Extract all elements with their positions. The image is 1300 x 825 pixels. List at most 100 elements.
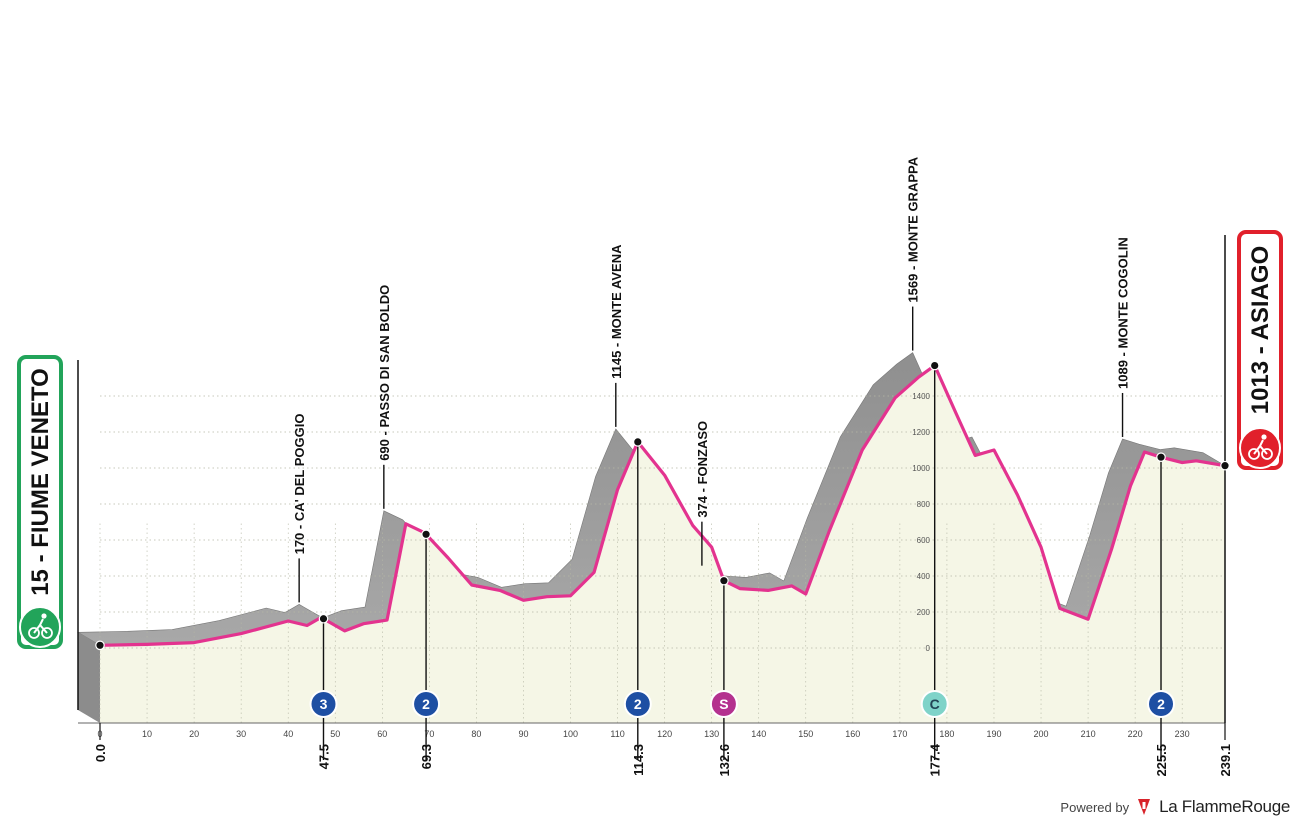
wheel	[1248, 448, 1260, 460]
km-marker-labels: 0.0 47.5 69.3 114.3 132.6 177.4 225.5 239.1	[93, 723, 1233, 777]
elevation-tick-labels: 0 200 400 600 800 1000 1200 1400	[912, 392, 930, 653]
waypoint-label: 1569 - MONTE GRAPPA	[906, 156, 921, 302]
rider	[33, 618, 48, 634]
badge-label: 2	[1157, 696, 1165, 712]
distance-tick-label: 20	[189, 729, 199, 739]
distance-tick-label: 160	[845, 729, 860, 739]
category-badges: 3 2 2 C 2 S	[309, 690, 1176, 718]
waypoint-label: 1089 - MONTE COGOLIN	[1116, 237, 1131, 389]
wheel	[1261, 448, 1273, 460]
waypoint-dot	[632, 437, 643, 447]
badge-label: C	[930, 696, 940, 712]
climb-category-badge: 2	[412, 690, 441, 718]
badge-label: 2	[634, 696, 642, 712]
badge-disc	[922, 692, 947, 716]
waypoint-label: 170 - CA' DEL POGGIO	[292, 414, 307, 555]
climb-category-badge: 2	[623, 690, 652, 718]
distance-tick-label: 170	[892, 729, 907, 739]
wheel	[28, 627, 40, 639]
distance-tick-label: 190	[986, 729, 1001, 739]
waypoint-dot	[421, 529, 431, 540]
powered-by-label: Powered by	[1060, 799, 1130, 815]
rider	[1253, 439, 1268, 455]
front-area	[100, 365, 1225, 723]
waypoint-label: 1145 - MONTE AVENA	[609, 244, 624, 379]
distance-tick-label: 40	[283, 729, 293, 739]
finish-panel: 1013 - ASIAGO	[1237, 230, 1283, 470]
start-panel: 15 - FIUME VENETO	[17, 355, 63, 649]
km-marker-label: 225.5	[1154, 744, 1169, 777]
badge-disc	[311, 692, 336, 716]
km-marker-label: 239.1	[1218, 744, 1233, 777]
elevation-tick-label: 1400	[912, 392, 930, 401]
badge-label: 3	[320, 696, 328, 712]
badge-label: 2	[422, 696, 430, 712]
badge-disc	[625, 692, 650, 716]
climb-category-badge: 2	[1147, 690, 1176, 718]
elevation-tick-label: 400	[917, 572, 931, 581]
km-marker-label: 177.4	[928, 743, 943, 776]
start-panel-label: 15 - FIUME VENETO	[27, 368, 54, 596]
waypoint-dot	[1156, 452, 1166, 462]
waypoint-label: 690 - PASSO DI SAN BOLDO	[377, 285, 392, 461]
distance-tick-label: 230	[1175, 729, 1190, 739]
cyclist-icon	[19, 606, 61, 648]
profile-edge-line	[99, 363, 1226, 647]
wheel	[41, 627, 53, 639]
elevation-gridlines	[78, 235, 1226, 724]
km-marker-label: 114.3	[631, 744, 646, 776]
badge-disc	[711, 692, 736, 716]
waypoint-dot	[318, 613, 329, 624]
cyclist-icon	[1239, 427, 1281, 469]
flamme-rouge-logo-icon	[1138, 799, 1151, 815]
distance-tick-label: 10	[142, 729, 152, 739]
waypoint-label: 374 - FONZASO	[695, 421, 710, 518]
waypoint-dot	[929, 360, 940, 371]
start-dot	[95, 640, 105, 651]
distance-tick-label: 180	[939, 729, 954, 739]
badge-label: S	[719, 696, 728, 712]
distance-tick-label: 110	[610, 729, 624, 739]
rider-head	[41, 613, 47, 619]
distance-tick-label: 100	[563, 729, 578, 739]
distance-tick-label: 80	[471, 729, 481, 739]
profile-edge	[99, 363, 1226, 647]
climb-category-badge: 3	[309, 690, 338, 718]
badge-disc	[414, 692, 439, 716]
waypoint-dots	[95, 360, 1230, 651]
finish-panel-label: 1013 - ASIAGO	[1247, 246, 1274, 415]
badge-disc	[1149, 692, 1174, 716]
distance-tick-label: 200	[1034, 729, 1049, 739]
finish-dot	[1220, 460, 1230, 471]
distance-tick-label: 90	[518, 729, 528, 739]
elevation-tick-label: 1000	[912, 464, 930, 473]
elevation-tick-label: 200	[917, 608, 931, 617]
elevation-tick-label: 0	[926, 644, 931, 653]
profile-front-area	[100, 365, 1225, 723]
km-marker-label: 69.3	[419, 744, 434, 769]
elevation-tick-label: 1200	[912, 428, 930, 437]
distance-tick-label: 120	[657, 729, 672, 739]
start-finish-panels: 15 - FIUME VENETO 1013 - ASIAGO	[17, 230, 1283, 649]
distance-tick-label: 150	[798, 729, 813, 739]
distance-tick-label: 30	[236, 729, 246, 739]
rider-head	[1261, 434, 1267, 440]
sprint-badge: S	[709, 690, 738, 718]
climb-category-badge: C	[920, 690, 949, 718]
brand-name: La FlammeRouge	[1159, 797, 1290, 816]
elevation-tick-label: 800	[917, 500, 931, 509]
distance-tick-label: 220	[1128, 729, 1143, 739]
distance-tick-label: 130	[704, 729, 719, 739]
distance-tick-label: 50	[330, 729, 340, 739]
distance-tick-label: 70	[424, 729, 434, 739]
distance-tick-label: 60	[377, 729, 387, 739]
km-marker-label: 0.0	[93, 744, 108, 762]
distance-tick-label: 140	[751, 729, 766, 739]
distance-tick-labels: 0102030405060708090100110120130140150160…	[97, 729, 1189, 739]
km-marker-label: 47.5	[316, 744, 331, 769]
waypoint-dot	[719, 575, 729, 586]
powered-by: Powered by La FlammeRouge	[1060, 797, 1290, 817]
waypoint-labels: 170 - CA' DEL POGGIO 690 - PASSO DI SAN B…	[292, 156, 1130, 554]
km-marker-label: 132.6	[717, 744, 732, 777]
